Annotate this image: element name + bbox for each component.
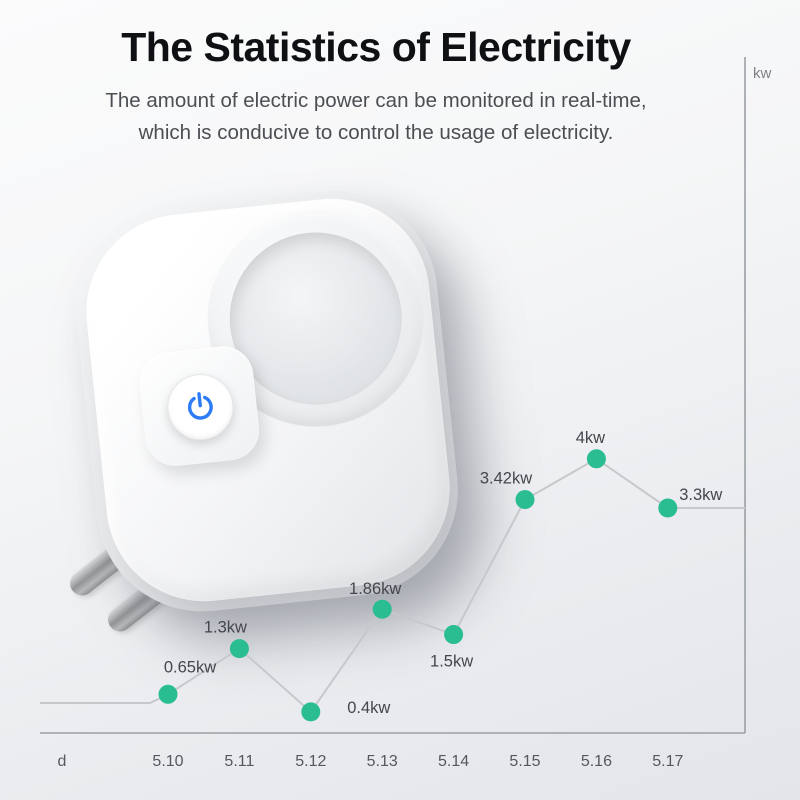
plug-body — [76, 189, 460, 611]
power-icon — [187, 392, 213, 420]
x-tick-5.16: 5.16 — [581, 753, 612, 770]
chart-point-5.16 — [586, 449, 606, 469]
chart-point-5.15 — [515, 490, 535, 510]
x-tick-5.15: 5.15 — [509, 753, 540, 770]
point-label-5.14: 1.5kw — [430, 653, 473, 671]
point-label-5.10: 0.65kw — [164, 658, 216, 676]
point-label-5.16: 4kw — [576, 429, 605, 447]
x-tick-5.14: 5.14 — [438, 753, 469, 770]
point-label-5.11: 1.3kw — [204, 619, 247, 637]
point-label-5.13: 1.86kw — [349, 580, 401, 598]
point-label-5.15: 3.42kw — [480, 470, 532, 488]
point-label-5.12: 0.4kw — [347, 699, 390, 717]
x-axis-d-label: d — [58, 753, 67, 770]
chart-point-5.17 — [658, 498, 678, 518]
y-axis-unit-label: kw — [753, 65, 772, 82]
page-subtitle-line2: which is conducive to control the usage … — [138, 120, 614, 144]
header: The Statistics of Electricity The amount… — [10, 24, 742, 149]
chart-point-5.12 — [301, 702, 321, 722]
chart-point-5.10 — [158, 684, 178, 704]
x-tick-5.17: 5.17 — [652, 753, 683, 770]
x-tick-5.13: 5.13 — [367, 753, 398, 770]
chart-point-5.11 — [229, 639, 249, 659]
x-tick-5.12: 5.12 — [295, 753, 326, 770]
x-tick-5.10: 5.10 — [152, 753, 183, 770]
page-subtitle-line1: The amount of electric power can be moni… — [105, 89, 647, 112]
power-button — [164, 370, 237, 444]
chart-point-5.13 — [372, 599, 392, 619]
page-title: The Statistics of Electricity — [121, 24, 631, 70]
chart-point-5.14 — [444, 625, 464, 645]
plug-button-plate — [136, 343, 262, 469]
point-label-5.17: 3.3kw — [679, 486, 722, 504]
x-tick-5.11: 5.11 — [224, 753, 254, 770]
